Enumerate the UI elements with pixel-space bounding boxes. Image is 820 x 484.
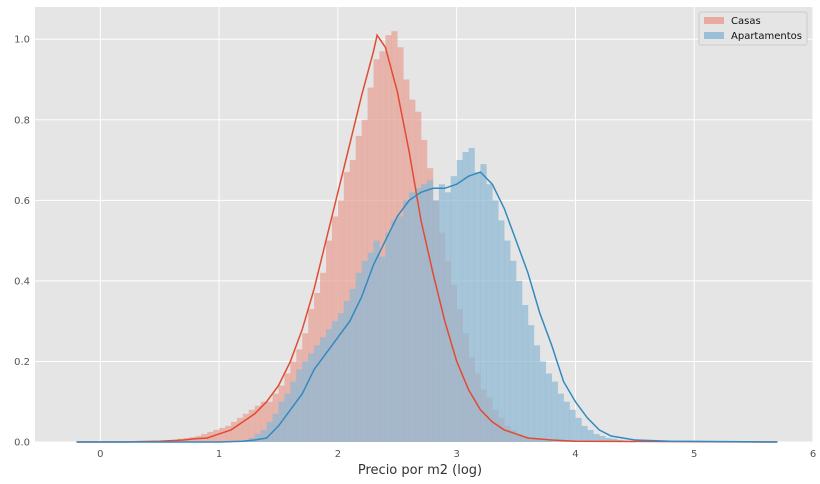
kde-curves	[76, 33, 778, 443]
y-tick-label: 0.0	[14, 438, 30, 449]
y-tick-label: 1.0	[14, 35, 30, 46]
histogram-bar	[421, 184, 428, 442]
histogram-bar	[444, 192, 452, 442]
x-tick-label: 6	[810, 449, 816, 460]
histogram-bar	[320, 337, 327, 442]
histogram-bar	[302, 361, 309, 442]
kde-line-apartamentos	[76, 171, 778, 443]
histogram-bar	[539, 361, 547, 442]
histogram-bar	[355, 272, 362, 442]
histogram-bar	[510, 260, 517, 442]
histogram-apartamentos	[242, 147, 636, 443]
histogram-bar	[468, 147, 475, 442]
histogram-bar	[260, 429, 267, 442]
histogram-bar	[225, 425, 232, 442]
y-tick-label: 0.2	[14, 357, 30, 368]
histogram-bar	[391, 220, 398, 442]
histogram-bar	[314, 345, 321, 442]
histogram-bar	[385, 232, 392, 442]
histogram-bar	[337, 313, 345, 442]
x-axis-ticks: 0 1 2 3 4 5 6	[97, 449, 816, 460]
histogram-bar	[521, 305, 529, 442]
histogram-bar	[492, 200, 499, 442]
legend-swatch-apartamentos	[704, 32, 724, 39]
histogram-bar	[545, 373, 552, 442]
histogram-bar	[563, 401, 570, 442]
histogram-bar	[474, 172, 481, 442]
y-tick-label: 0.6	[14, 196, 30, 207]
histogram-bar	[486, 184, 493, 442]
legend-label-apartamentos: Apartamentos	[731, 31, 802, 42]
histogram-bar	[349, 288, 357, 442]
histogram-bar	[426, 180, 434, 442]
histogram-bar	[260, 401, 267, 442]
x-tick-label: 2	[335, 449, 341, 460]
histogram-bar	[367, 252, 374, 442]
histogram-bar	[248, 409, 256, 442]
histogram-bar	[557, 393, 564, 442]
histogram-bar	[527, 325, 535, 442]
histogram-bar	[373, 240, 380, 442]
x-tick-label: 5	[691, 449, 697, 460]
histogram-bar	[569, 409, 576, 442]
y-axis-ticks: 0.0 0.2 0.4 0.6 0.8 1.0	[14, 35, 30, 449]
x-tick-label: 3	[453, 449, 459, 460]
histogram-bar	[599, 435, 606, 442]
histogram-bar	[462, 152, 469, 442]
histogram-bar	[343, 301, 351, 442]
histogram-bar	[533, 345, 541, 442]
kde-line-casas	[76, 33, 778, 443]
histogram-bar	[361, 260, 368, 442]
histogram-bar	[438, 184, 446, 442]
histogram-bar	[415, 188, 422, 442]
histogram-bar	[266, 421, 273, 442]
x-axis-label: Precio por m2 (log)	[358, 463, 482, 478]
histogram-bar	[236, 417, 244, 442]
histogram-bar	[242, 413, 250, 442]
histogram-bar	[587, 429, 594, 442]
histogram-bar	[581, 425, 588, 442]
histogram-bar	[516, 280, 523, 442]
histogram-bar	[575, 417, 582, 442]
x-tick-label: 4	[572, 449, 578, 460]
histogram-bar	[593, 433, 600, 442]
y-tick-label: 0.4	[14, 276, 30, 287]
histogram-bar	[254, 433, 261, 442]
histogram-bar	[480, 164, 487, 443]
histogram-bar	[296, 369, 303, 442]
histogram-bar	[331, 321, 339, 442]
histogram-bar	[456, 160, 463, 443]
legend-label-casas: Casas	[731, 16, 761, 27]
histogram-bar	[605, 437, 612, 442]
histogram-bar	[403, 200, 410, 442]
histogram-bar	[213, 429, 220, 442]
histogram-bar	[230, 421, 238, 442]
histogram-bar	[432, 200, 440, 442]
legend: Casas Apartamentos	[698, 11, 808, 46]
histogram-bar	[498, 220, 505, 442]
x-tick-label: 0	[97, 449, 103, 460]
histogram-bar	[409, 192, 416, 442]
histogram-bar	[450, 176, 457, 442]
x-tick-label: 1	[216, 449, 222, 460]
y-tick-label: 0.8	[14, 115, 30, 126]
histogram-bar	[326, 329, 333, 442]
histogram-bar	[308, 353, 315, 442]
histogram-bar	[284, 393, 291, 442]
legend-swatch-casas	[704, 17, 724, 24]
histogram-bar	[379, 256, 386, 442]
histogram-bar	[219, 427, 226, 442]
histogram-bar	[551, 381, 558, 442]
histogram-bar	[254, 405, 261, 442]
histogram-bar	[611, 438, 618, 442]
histogram-bar	[290, 381, 297, 442]
histogram-bar	[397, 216, 404, 442]
legend-box	[698, 11, 808, 46]
histogram-bar	[504, 240, 511, 442]
